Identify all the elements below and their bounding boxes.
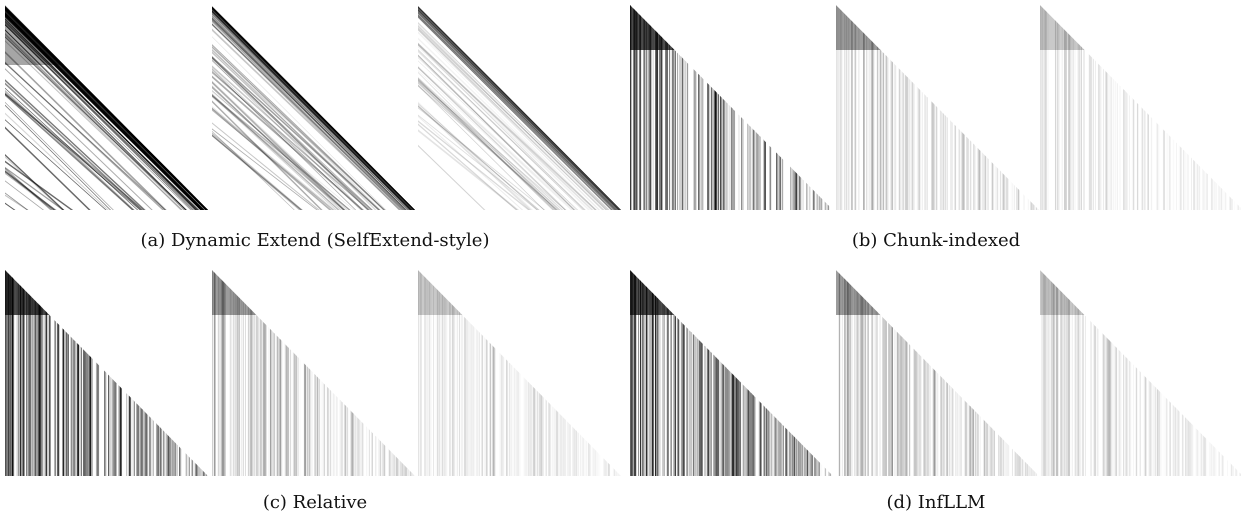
diagonal-stripe [416,65,621,253]
corner-shade [5,270,50,315]
diagonal-stripe [416,104,621,295]
page: (a) Dynamic Extend (SelfExtend-style) (b… [0,0,1241,516]
corner-shade [1040,5,1085,50]
diagonal-stripe [416,129,621,293]
attention-map [836,5,1039,210]
diagonal-stripe [210,121,415,288]
attention-map [418,270,621,476]
corner-shade [212,270,257,315]
diagonal-stripe [416,13,621,216]
diagonal-stripe [416,123,621,301]
figure: (a) Dynamic Extend (SelfExtend-style) (b… [0,0,1241,516]
corner-shade [418,270,463,315]
diagonal-stripe [210,44,415,244]
diagonal-stripe [210,35,415,239]
corner-shade [836,270,881,315]
diagonal-stripe [416,54,621,256]
attention-map [210,5,415,326]
attention-map [212,270,414,476]
attention-map [1040,270,1241,476]
attention-map [416,5,621,343]
corner-shade [5,5,65,65]
diagonal-stripe [416,49,621,244]
attention-map [836,270,1037,476]
diagonal-stripe [210,51,415,244]
diagonal-stripe [210,55,415,243]
diagonal-stripe [3,50,208,252]
caption: (b) Chunk-indexed [852,230,1020,251]
corner-shade [1040,270,1085,315]
diagonal-stripe [210,132,415,307]
diagonal-stripe [416,21,621,222]
diagonal-stripe [210,43,415,239]
diagonal-stripe [416,10,621,214]
attention-map [1040,5,1241,210]
corner-shade [630,270,675,315]
attention-map [630,5,829,210]
attention-map [5,270,207,476]
diagonal-stripe [416,15,621,218]
corner-shade [836,5,881,50]
caption: (c) Relative [263,492,367,513]
diagonal-stripe [210,59,415,252]
diagonal-stripe [3,111,208,303]
diagonal-stripe [210,65,415,249]
caption: (a) Dynamic Extend (SelfExtend-style) [141,230,490,251]
diagonal-stripe [210,99,415,302]
caption: (d) InfLLM [887,492,986,513]
attention-map [3,5,208,350]
diagonal-stripe [210,127,415,285]
diagonal-stripe [3,118,208,301]
attention-map [630,270,830,476]
corner-shade [630,5,675,50]
